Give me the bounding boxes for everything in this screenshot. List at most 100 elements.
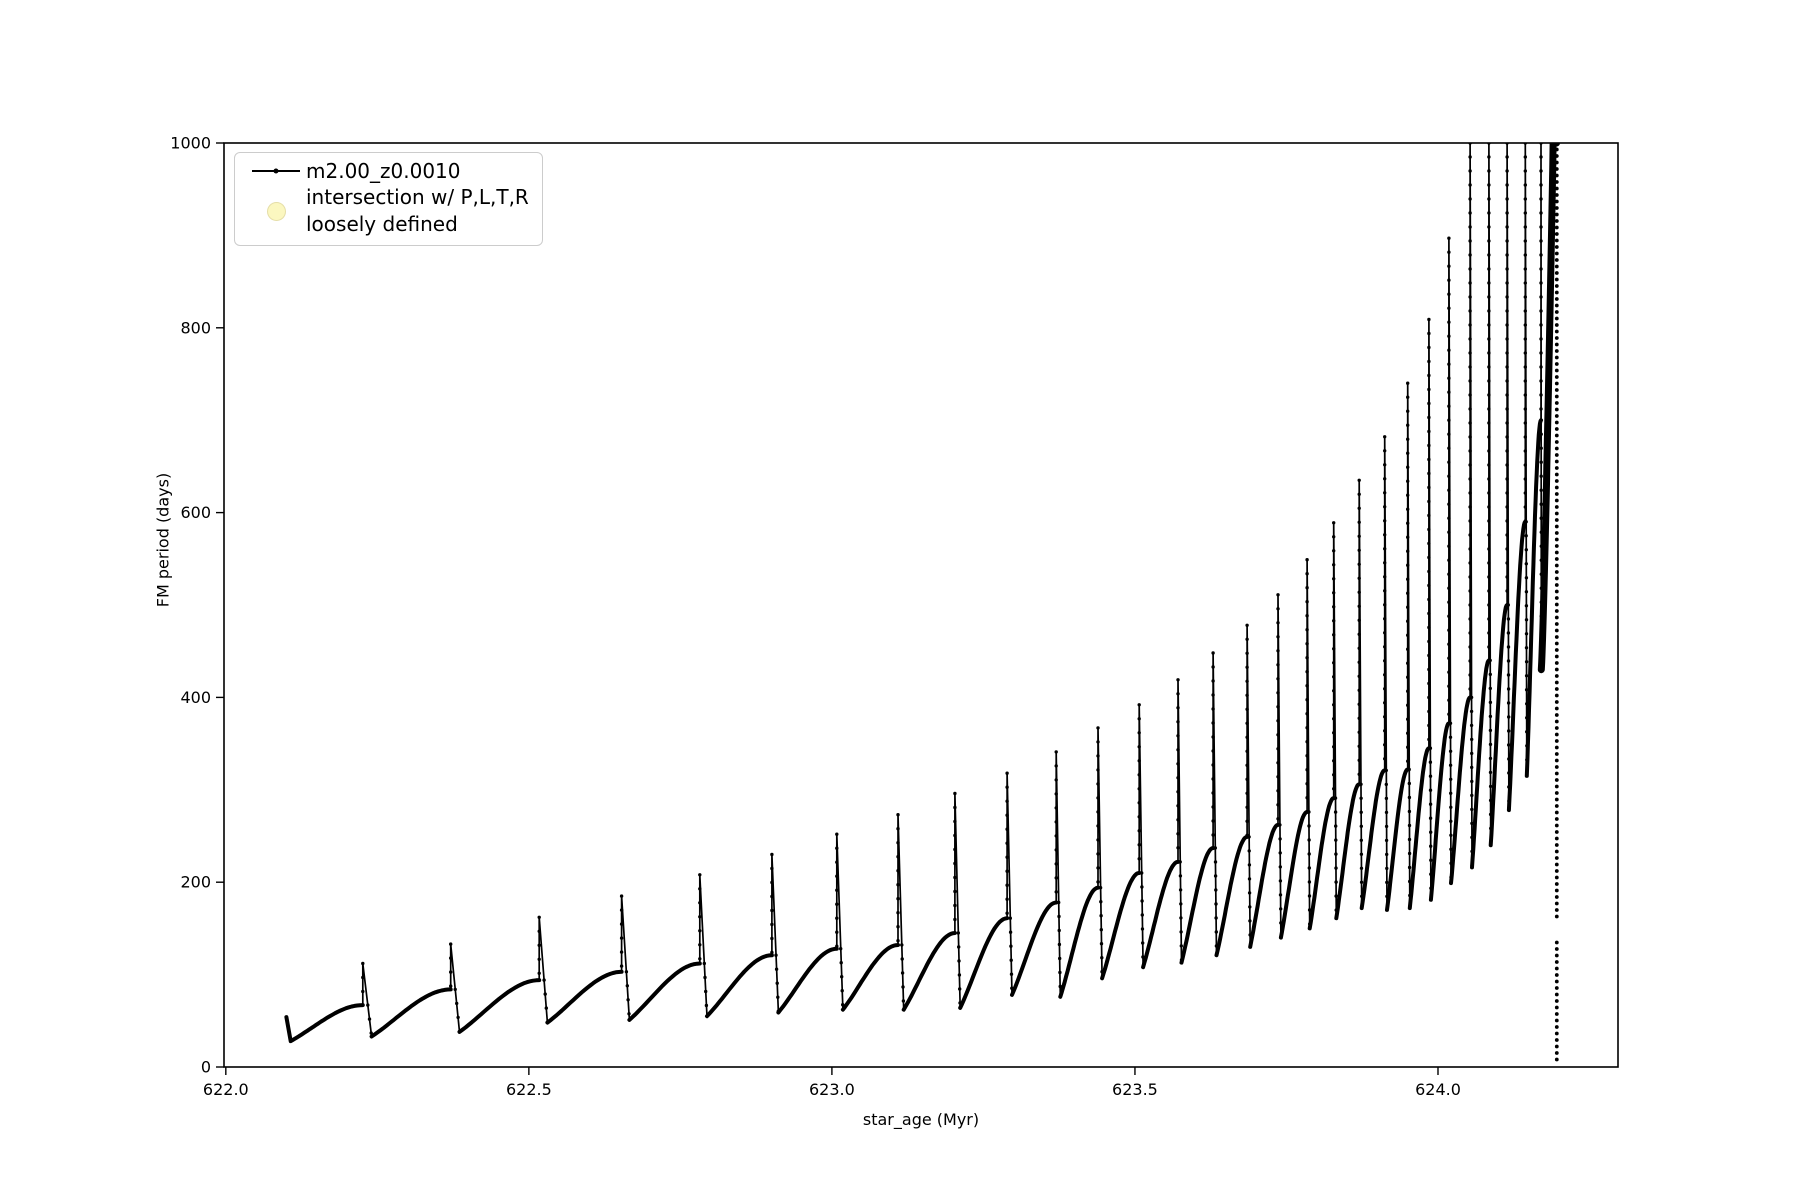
data-point-dot xyxy=(1332,619,1336,623)
data-point-dot xyxy=(1470,751,1474,756)
data-point-dot xyxy=(1334,894,1338,898)
data-point-dot xyxy=(1213,874,1218,878)
data-point-dot xyxy=(1523,169,1528,173)
data-point-dot xyxy=(1096,866,1100,870)
data-point-dot xyxy=(1523,365,1528,369)
data-point-dot xyxy=(1539,365,1543,369)
data-point-dot xyxy=(1488,658,1492,663)
data-point-dot xyxy=(1447,320,1451,324)
data-point-dot xyxy=(1211,749,1215,753)
legend: m2.00_z0.0010 intersection w/ P,L,T,R lo… xyxy=(234,152,543,246)
data-point-dot xyxy=(1005,897,1009,901)
data-point-dot xyxy=(1447,488,1451,492)
collapse-dot xyxy=(1554,823,1559,828)
data-point-dot xyxy=(1305,782,1309,786)
data-point-dot xyxy=(1524,576,1529,580)
x-tick-label: 623.5 xyxy=(1112,1080,1158,1099)
data-point-dot xyxy=(449,942,453,946)
collapse-dot xyxy=(1554,206,1559,210)
data-point-dot xyxy=(1448,735,1453,739)
data-point-dot xyxy=(1406,717,1410,721)
data-point-dot xyxy=(1468,323,1472,327)
collapse-dot xyxy=(1554,856,1559,860)
data-point-dot xyxy=(1539,281,1543,285)
data-point-dot xyxy=(1054,778,1058,782)
data-point-dot xyxy=(1406,521,1410,525)
data-point-dot xyxy=(1359,880,1364,884)
data-point-dot xyxy=(1468,379,1472,383)
data-point-dot xyxy=(1489,826,1493,831)
collapse-dot xyxy=(1554,635,1559,639)
data-point-dot xyxy=(1099,914,1103,918)
data-point-dot xyxy=(1096,838,1100,842)
data-point-dot xyxy=(1407,767,1411,772)
data-point-dot xyxy=(1523,337,1528,341)
data-point-dot xyxy=(1140,871,1144,875)
data-point-dot xyxy=(1137,731,1141,735)
data-point-dot xyxy=(1096,810,1100,814)
data-point-dot xyxy=(627,1012,631,1016)
data-point-dot xyxy=(1505,365,1509,369)
data-point-dot xyxy=(1276,747,1280,751)
data-point-dot xyxy=(1488,784,1493,789)
data-point-dot xyxy=(1449,833,1453,837)
final-rise-path xyxy=(1537,143,1560,674)
data-point-dot xyxy=(1383,505,1387,509)
data-point-dot xyxy=(1427,485,1431,490)
data-point-dot xyxy=(1141,955,1145,959)
data-point-dot xyxy=(1506,603,1511,607)
data-point-dot xyxy=(1096,768,1100,772)
data-point-dot xyxy=(1211,693,1215,697)
data-point-dot xyxy=(1096,824,1100,828)
data-point-dot xyxy=(1427,597,1431,602)
data-point-dot xyxy=(542,978,546,982)
data-point-dot xyxy=(1487,253,1491,257)
data-point-dot xyxy=(1245,763,1249,767)
data-point-dot xyxy=(1468,351,1472,355)
data-point-dot xyxy=(1245,749,1249,753)
data-point-dot xyxy=(1525,716,1529,720)
data-point-dot xyxy=(1447,474,1451,478)
data-point-dot xyxy=(1385,866,1389,871)
data-point-dot xyxy=(1523,143,1527,145)
collapse-dot xyxy=(1554,180,1559,184)
data-point-dot xyxy=(1506,617,1511,621)
data-point-dot xyxy=(1406,479,1410,483)
collapse-dot xyxy=(1554,888,1559,893)
collapse-dot xyxy=(1554,518,1559,522)
data-point-dot xyxy=(1487,505,1491,509)
data-point-dot xyxy=(1008,916,1012,920)
data-point-dot xyxy=(1278,823,1282,827)
data-point-dot xyxy=(1406,437,1410,441)
data-point-dot xyxy=(704,989,708,994)
data-point-dot xyxy=(1427,359,1431,364)
data-point-dot xyxy=(896,883,900,887)
data-point-dot xyxy=(1429,858,1433,862)
data-point-dot xyxy=(1468,155,1472,159)
data-point-dot xyxy=(1487,561,1491,565)
data-point-dot xyxy=(1385,880,1389,885)
data-point-dot xyxy=(1305,642,1309,646)
collapse-dot xyxy=(1554,609,1559,613)
data-point-dot xyxy=(1406,633,1410,637)
data-point-dot xyxy=(1523,491,1528,495)
data-point-dot xyxy=(1276,691,1280,695)
data-point-dot xyxy=(1487,617,1491,621)
data-point-dot xyxy=(1487,197,1491,201)
data-point-dot xyxy=(1332,745,1336,749)
data-point-dot xyxy=(1406,493,1410,497)
data-point-dot xyxy=(1332,661,1336,665)
data-point-dot xyxy=(1470,821,1474,826)
data-point-dot xyxy=(1505,449,1509,453)
data-point-dot xyxy=(1211,791,1215,795)
data-point-dot xyxy=(774,967,779,971)
collapse-dot xyxy=(1554,739,1559,743)
collapse-dot xyxy=(1554,810,1559,815)
data-point-dot xyxy=(1058,956,1062,961)
data-point-dot xyxy=(1211,651,1215,655)
data-point-dot xyxy=(1332,577,1336,581)
data-point-dot xyxy=(1468,211,1472,215)
data-point-dot xyxy=(1307,908,1312,912)
data-point-dot xyxy=(1332,689,1336,693)
data-point-dot xyxy=(1428,802,1433,806)
